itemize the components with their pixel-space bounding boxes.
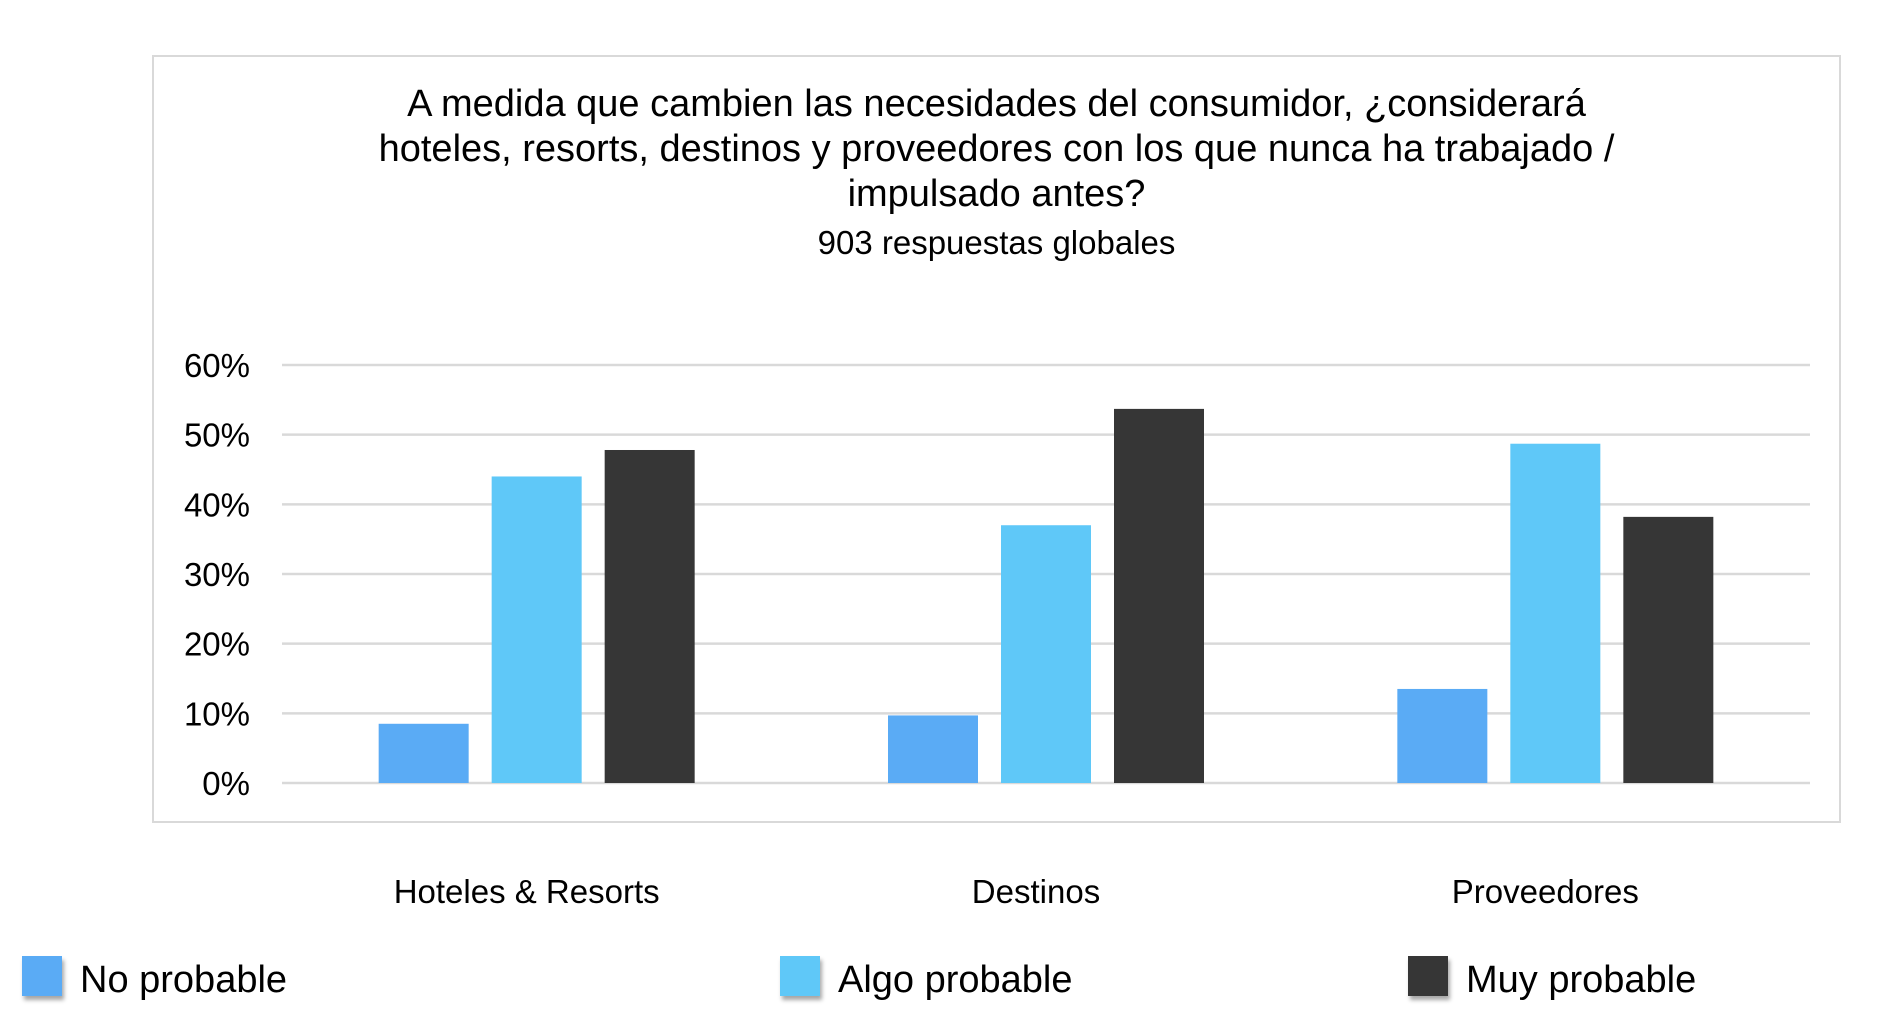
x-axis-categories: Hoteles & Resorts Destinos Proveedores <box>394 873 1639 910</box>
bar-2-2 <box>1623 516 1714 783</box>
y-axis-ticks: 0% 10% 20% 30% 40% 50% 60% <box>184 347 250 802</box>
legend-swatch-algo-probable <box>780 956 820 996</box>
legend-label-algo-probable: Algo probable <box>838 958 1073 1001</box>
legend-swatch-no-probable <box>22 956 62 996</box>
legend-item-muy-probable: Muy probable <box>1408 950 1696 1010</box>
legend-swatch-muy-probable <box>1408 956 1448 996</box>
bar-1-1 <box>1001 525 1091 783</box>
legend-label-muy-probable: Muy probable <box>1466 958 1697 1001</box>
x-category-label: Hoteles & Resorts <box>394 873 660 910</box>
y-tick-label: 30% <box>184 556 250 593</box>
chart-title: A medida que cambien las necesidades del… <box>378 83 1615 215</box>
y-tick-label: 10% <box>184 695 250 732</box>
bars <box>378 408 1714 783</box>
y-tick-label: 0% <box>202 765 250 802</box>
bar-1-0 <box>888 715 978 783</box>
chart-subtitle: 903 respuestas globales <box>817 224 1176 261</box>
y-tick-label: 40% <box>184 486 250 523</box>
bar-0-2 <box>604 449 695 783</box>
bar-1-2 <box>1114 408 1204 783</box>
x-category-label: Destinos <box>972 873 1100 910</box>
legend-item-algo-probable: Algo probable <box>780 950 1073 1010</box>
y-tick-label: 20% <box>184 626 250 663</box>
legend-item-no-probable: No probable <box>22 950 287 1010</box>
bar-0-1 <box>491 476 582 783</box>
bar-0-0 <box>378 723 469 783</box>
legend-label-no-probable: No probable <box>80 958 288 1001</box>
bar-2-1 <box>1510 443 1601 783</box>
bar-2-0 <box>1397 688 1488 783</box>
x-category-label: Proveedores <box>1452 873 1639 910</box>
y-tick-label: 50% <box>184 417 250 454</box>
y-tick-label: 60% <box>184 347 250 384</box>
